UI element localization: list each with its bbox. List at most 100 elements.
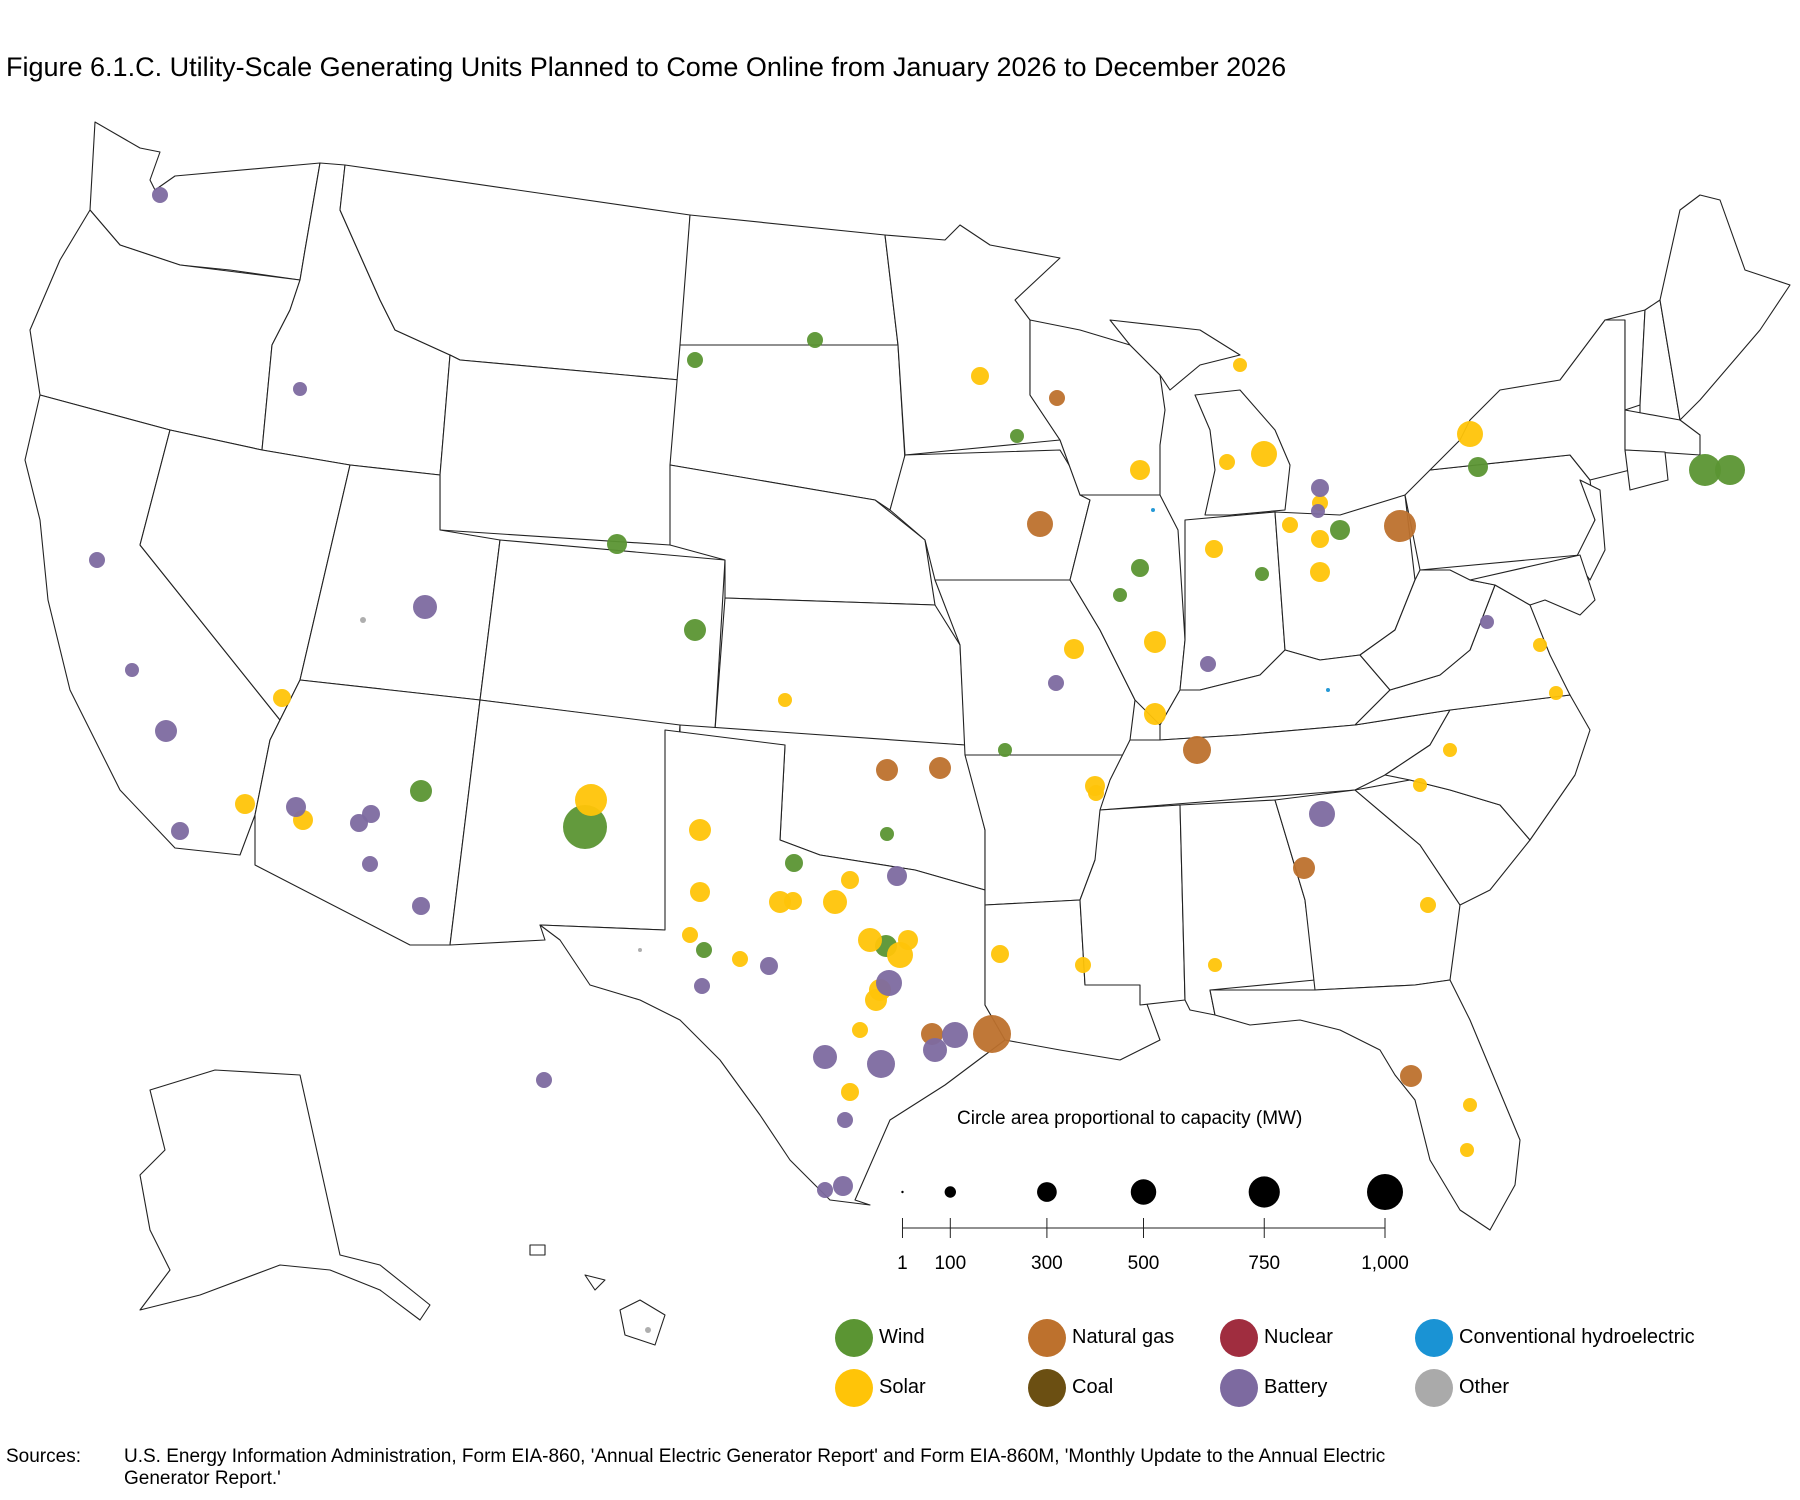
plant-marker-solar bbox=[273, 689, 291, 707]
plant-marker-battery bbox=[1309, 801, 1335, 827]
plant-marker-wind bbox=[1131, 559, 1149, 577]
plant-marker-other bbox=[360, 617, 366, 623]
figure-title: Figure 6.1.C. Utility-Scale Generating U… bbox=[6, 52, 1287, 82]
size-legend-circle bbox=[1248, 1176, 1280, 1208]
plant-marker-solar bbox=[732, 951, 748, 967]
plant-marker-solar bbox=[1549, 686, 1563, 700]
state-indiana bbox=[1179, 511, 1286, 691]
plant-marker-battery bbox=[833, 1176, 853, 1196]
plant-marker-solar bbox=[1233, 358, 1247, 372]
plant-marker-wind bbox=[785, 854, 803, 872]
plant-marker-wind bbox=[696, 942, 712, 958]
size-legend-circle bbox=[944, 1186, 956, 1198]
plant-marker-solar bbox=[1130, 460, 1150, 480]
legend-swatch bbox=[1415, 1369, 1453, 1407]
plant-marker-wind bbox=[1255, 567, 1269, 581]
state-new-jersey bbox=[1574, 479, 1606, 581]
plant-marker-battery bbox=[867, 1050, 895, 1078]
plant-marker-solar bbox=[991, 945, 1009, 963]
plant-marker-wind bbox=[807, 332, 823, 348]
legend-label: Natural gas bbox=[1072, 1326, 1175, 1348]
legend-swatch bbox=[1220, 1369, 1258, 1407]
plant-marker-battery bbox=[125, 663, 139, 677]
plant-marker-wind bbox=[687, 352, 703, 368]
plant-marker-battery bbox=[876, 970, 902, 996]
size-legend-tick-label: 1 bbox=[897, 1253, 908, 1274]
size-legend-tick-label: 1,000 bbox=[1361, 1253, 1409, 1274]
size-legend-tick-label: 100 bbox=[934, 1253, 967, 1274]
plant-marker-battery bbox=[155, 720, 177, 742]
legend-label: Battery bbox=[1264, 1376, 1328, 1398]
state-pennsylvania bbox=[1404, 454, 1596, 571]
plant-marker-battery bbox=[350, 814, 368, 832]
plant-marker-natural-gas bbox=[1400, 1065, 1422, 1087]
state-kansas bbox=[714, 597, 966, 746]
plant-marker-natural-gas bbox=[876, 759, 898, 781]
state-hawaii bbox=[619, 1299, 666, 1346]
state-boundaries bbox=[24, 121, 1791, 1231]
legend-swatch bbox=[1028, 1369, 1066, 1407]
plant-marker-solar bbox=[1463, 1098, 1477, 1112]
hawaii-island-maui bbox=[584, 1274, 606, 1291]
plant-marker-battery bbox=[813, 1045, 837, 1069]
plant-marker-battery bbox=[362, 856, 378, 872]
hawaii-island-oahu bbox=[529, 1244, 546, 1256]
plant-marker-wind bbox=[1010, 429, 1024, 443]
plant-marker-natural-gas bbox=[1384, 510, 1416, 542]
plant-marker-battery bbox=[887, 866, 907, 886]
plant-marker-solar bbox=[778, 693, 792, 707]
sources-text: U.S. Energy Information Administration, … bbox=[124, 1446, 1386, 1489]
plant-marker-conventional-hydroelectric bbox=[1151, 508, 1155, 512]
plant-marker-wind bbox=[1468, 457, 1488, 477]
state-connecticut bbox=[1624, 449, 1669, 491]
plant-marker-wind bbox=[1689, 454, 1721, 486]
plant-marker-battery bbox=[286, 797, 306, 817]
legend-swatch bbox=[1220, 1319, 1258, 1357]
plant-marker-solar bbox=[971, 367, 989, 385]
plant-marker-solar bbox=[865, 989, 887, 1011]
plant-marker-battery bbox=[1200, 656, 1216, 672]
state-maine bbox=[1659, 194, 1791, 421]
plant-marker-battery bbox=[694, 978, 710, 994]
plant-marker-wind bbox=[880, 827, 894, 841]
state-michigan bbox=[1109, 319, 1291, 516]
plant-marker-battery bbox=[1311, 504, 1325, 518]
plant-marker-battery bbox=[293, 382, 307, 396]
plant-marker-solar bbox=[1311, 530, 1329, 548]
state-wisconsin bbox=[1029, 319, 1166, 496]
plant-marker-battery bbox=[1048, 675, 1064, 691]
plant-marker-solar bbox=[784, 892, 802, 910]
plant-marker-wind bbox=[1330, 520, 1350, 540]
state-minnesota bbox=[884, 224, 1061, 456]
plant-marker-battery bbox=[171, 822, 189, 840]
plant-marker-natural-gas bbox=[1027, 511, 1053, 537]
state-vermont bbox=[1604, 309, 1646, 411]
plant-marker-solar bbox=[1144, 703, 1166, 725]
legend-label: Wind bbox=[879, 1326, 925, 1348]
size-legend-circle bbox=[1367, 1174, 1403, 1210]
power-plant-markers bbox=[89, 187, 1745, 1333]
plant-marker-battery bbox=[837, 1112, 853, 1128]
size-legend-tick-label: 750 bbox=[1248, 1253, 1281, 1274]
plant-marker-battery bbox=[1311, 479, 1329, 497]
plant-marker-solar bbox=[898, 930, 918, 950]
plant-marker-battery bbox=[152, 187, 168, 203]
plant-marker-solar bbox=[1413, 778, 1427, 792]
state-north-carolina bbox=[1384, 694, 1591, 841]
plant-marker-battery bbox=[536, 1072, 552, 1088]
plant-marker-other bbox=[645, 1327, 651, 1333]
plant-marker-solar bbox=[690, 882, 710, 902]
plant-marker-solar bbox=[852, 1022, 868, 1038]
legend-swatch bbox=[1028, 1319, 1066, 1357]
plant-marker-natural-gas bbox=[1293, 857, 1315, 879]
plant-marker-wind bbox=[563, 805, 607, 849]
state-north-dakota bbox=[679, 214, 899, 346]
legend-swatch bbox=[835, 1369, 873, 1407]
legend-label: Nuclear bbox=[1264, 1326, 1333, 1348]
plant-marker-solar bbox=[575, 784, 607, 816]
state-massachusetts bbox=[1624, 409, 1701, 456]
plant-marker-solar bbox=[1064, 639, 1084, 659]
plant-marker-solar bbox=[858, 928, 882, 952]
plant-marker-battery bbox=[1480, 615, 1494, 629]
legend-label: Other bbox=[1459, 1376, 1510, 1398]
